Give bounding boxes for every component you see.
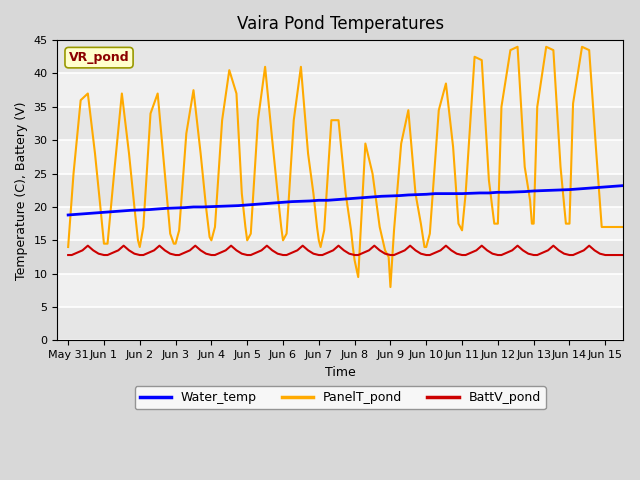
Title: Vaira Pond Temperatures: Vaira Pond Temperatures (237, 15, 444, 33)
Legend: Water_temp, PanelT_pond, BattV_pond: Water_temp, PanelT_pond, BattV_pond (134, 386, 546, 409)
Bar (58, 174, 623, 207)
Y-axis label: Temperature (C), Battery (V): Temperature (C), Battery (V) (15, 101, 28, 279)
Bar (58, 40, 623, 73)
Text: VR_pond: VR_pond (68, 51, 129, 64)
Bar (58, 307, 623, 340)
Bar (58, 107, 623, 140)
Bar (58, 240, 623, 274)
X-axis label: Time: Time (325, 366, 356, 379)
